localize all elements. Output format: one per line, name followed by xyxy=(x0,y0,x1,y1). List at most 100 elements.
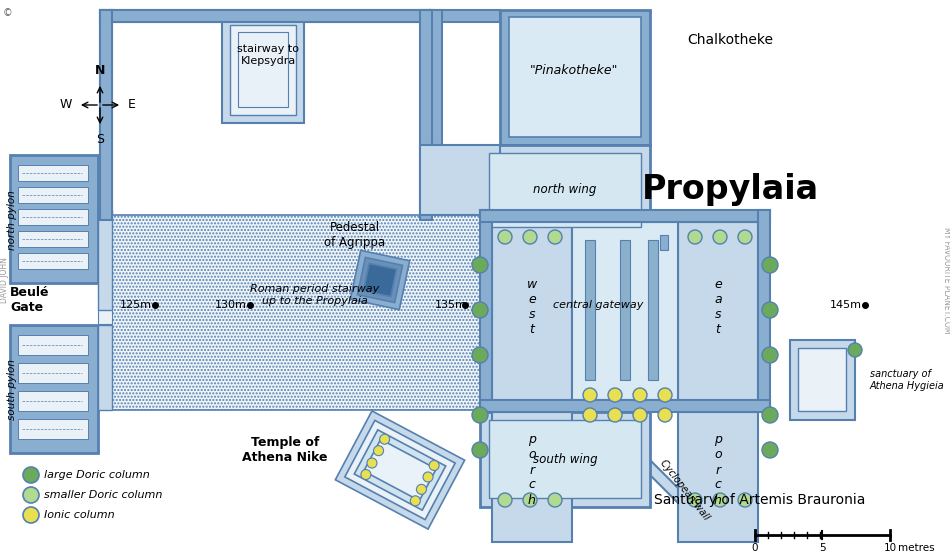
Bar xyxy=(18,253,88,269)
Text: E: E xyxy=(128,99,136,111)
Bar xyxy=(620,240,630,380)
Bar xyxy=(492,222,572,400)
Circle shape xyxy=(472,347,488,363)
Text: Propylaia: Propylaia xyxy=(641,174,819,207)
Circle shape xyxy=(738,493,752,507)
Text: 10: 10 xyxy=(884,543,897,553)
Bar xyxy=(112,10,430,22)
Bar xyxy=(18,165,88,181)
Circle shape xyxy=(762,442,778,458)
Bar xyxy=(480,412,650,507)
Bar xyxy=(572,222,678,400)
Bar xyxy=(18,391,88,411)
Text: stairway to
Klepsydra: stairway to Klepsydra xyxy=(237,44,299,66)
Text: central gateway: central gateway xyxy=(553,300,643,310)
Circle shape xyxy=(380,434,389,444)
Circle shape xyxy=(762,302,778,318)
Text: sanctuary of
Athena Hygieia: sanctuary of Athena Hygieia xyxy=(870,369,944,391)
Circle shape xyxy=(498,493,512,507)
Bar xyxy=(222,18,304,123)
Text: Roman period stairway
up to the Propylaia: Roman period stairway up to the Propylai… xyxy=(251,284,380,306)
Circle shape xyxy=(498,230,512,244)
Polygon shape xyxy=(625,450,720,530)
Bar xyxy=(100,215,545,410)
Text: 145m: 145m xyxy=(830,300,862,310)
Circle shape xyxy=(472,407,488,423)
Text: 130m: 130m xyxy=(215,300,247,310)
Text: 125m: 125m xyxy=(120,300,152,310)
Text: 0: 0 xyxy=(751,543,758,553)
Text: w
e
s
t: w e s t xyxy=(527,278,537,336)
Bar xyxy=(100,10,430,22)
Bar xyxy=(18,335,88,355)
Text: south pylon: south pylon xyxy=(7,360,17,421)
Circle shape xyxy=(361,469,370,479)
Polygon shape xyxy=(345,421,455,520)
Circle shape xyxy=(713,493,727,507)
Text: Santuary of Artemis Brauronia: Santuary of Artemis Brauronia xyxy=(655,493,865,507)
Circle shape xyxy=(762,257,778,273)
Circle shape xyxy=(423,472,433,482)
Bar xyxy=(18,363,88,383)
Text: north pylon: north pylon xyxy=(7,190,17,250)
Circle shape xyxy=(548,493,562,507)
Circle shape xyxy=(416,484,427,494)
Circle shape xyxy=(738,230,752,244)
Text: W: W xyxy=(60,99,72,111)
Bar xyxy=(798,348,846,411)
Text: Chalkotheke: Chalkotheke xyxy=(687,33,773,47)
Bar xyxy=(230,25,296,115)
Bar xyxy=(500,10,650,145)
Bar xyxy=(660,235,668,250)
Circle shape xyxy=(472,302,488,318)
Bar xyxy=(480,210,492,410)
Circle shape xyxy=(548,230,562,244)
Text: Beulé
Gate: Beulé Gate xyxy=(10,286,49,314)
Circle shape xyxy=(373,446,384,456)
Circle shape xyxy=(762,407,778,423)
Text: 5: 5 xyxy=(819,543,826,553)
Text: DAVID JOHN: DAVID JOHN xyxy=(1,257,10,303)
Text: MY FAVOURITE PLANET.COM: MY FAVOURITE PLANET.COM xyxy=(942,227,950,333)
Circle shape xyxy=(472,442,488,458)
Bar xyxy=(100,10,112,220)
Polygon shape xyxy=(364,263,396,297)
Bar xyxy=(678,412,758,542)
Circle shape xyxy=(523,493,537,507)
Bar xyxy=(420,10,432,220)
Bar xyxy=(480,145,650,235)
Text: e
a
s
t: e a s t xyxy=(714,278,722,336)
Bar xyxy=(430,10,442,155)
Bar xyxy=(509,17,641,137)
Text: south wing: south wing xyxy=(533,454,598,466)
Text: Pedestal
of Agrippa: Pedestal of Agrippa xyxy=(325,221,386,249)
Circle shape xyxy=(583,408,597,422)
Circle shape xyxy=(367,458,377,468)
Bar xyxy=(100,10,112,215)
Bar xyxy=(238,32,288,107)
Polygon shape xyxy=(354,430,446,510)
Bar xyxy=(98,283,112,299)
Circle shape xyxy=(23,487,39,503)
Bar xyxy=(585,240,595,380)
Text: metres: metres xyxy=(898,543,935,553)
Bar xyxy=(790,340,855,420)
Bar xyxy=(98,325,112,410)
Circle shape xyxy=(608,388,622,402)
Bar xyxy=(678,222,758,400)
Circle shape xyxy=(713,230,727,244)
Text: north wing: north wing xyxy=(533,184,597,197)
Text: Cyclopean wall: Cyclopean wall xyxy=(658,458,712,522)
Circle shape xyxy=(688,493,702,507)
Circle shape xyxy=(633,388,647,402)
Text: p
o
r
c
h: p o r c h xyxy=(714,433,722,506)
Text: smaller Doric column: smaller Doric column xyxy=(44,490,162,500)
Bar xyxy=(489,153,641,227)
Bar xyxy=(480,400,770,412)
Bar xyxy=(430,10,500,22)
Circle shape xyxy=(762,347,778,363)
Circle shape xyxy=(658,408,672,422)
Bar xyxy=(18,231,88,247)
Bar xyxy=(10,325,98,453)
Text: large Doric column: large Doric column xyxy=(44,470,150,480)
